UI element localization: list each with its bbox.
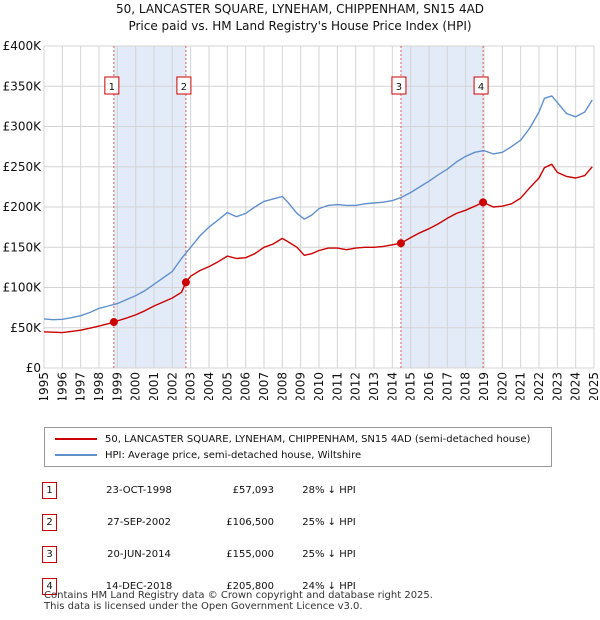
x-tick-label: 2006 xyxy=(239,372,253,400)
y-tick-label: £50K xyxy=(10,321,42,335)
property-series-line xyxy=(43,163,593,334)
y-tick-label: £300K xyxy=(3,120,43,134)
y-tick-label: £0 xyxy=(26,361,41,375)
sale-price: £106,500 xyxy=(226,516,274,528)
sale-number-badge: 3 xyxy=(42,545,57,563)
x-tick-label: 2015 xyxy=(404,372,418,400)
sale-label-number: 1 xyxy=(109,82,115,93)
x-tick-label: 2002 xyxy=(165,372,179,400)
sale-label-frame xyxy=(104,76,120,95)
x-tick-label: 2016 xyxy=(422,372,436,400)
legend-item-hpi: HPI: Average price, semi-detached house,… xyxy=(55,448,361,462)
chart-legend: 50, LANCASTER SQUARE, LYNEHAM, CHIPPENHA… xyxy=(44,427,552,467)
y-tick-label: £100K xyxy=(3,281,43,295)
x-tick-label: 2020 xyxy=(495,372,509,400)
x-tick-label: 2021 xyxy=(514,372,528,400)
sale-hpi-diff: 25% ↓ HPI xyxy=(302,548,356,560)
chart-title: 50, LANCASTER SQUARE, LYNEHAM, CHIPPENHA… xyxy=(115,2,485,16)
table-row: 1 23-OCT-1998 £57,093 28% ↓ HPI xyxy=(42,474,384,506)
sale-point xyxy=(396,239,405,248)
x-tick-label: 2013 xyxy=(367,372,381,400)
x-tick-label: 2024 xyxy=(569,372,583,400)
sales-table: 1 23-OCT-1998 £57,093 28% ↓ HPI 2 27-SEP… xyxy=(42,474,384,602)
sale-number-badge: 1 xyxy=(42,481,57,499)
sale-number-badge: 4 xyxy=(42,577,57,595)
legend-item-property: 50, LANCASTER SQUARE, LYNEHAM, CHIPPENHA… xyxy=(55,432,530,446)
chart-subtitle: Price paid vs. HM Land Registry's House … xyxy=(128,19,472,33)
table-row: 4 14-DEC-2018 £205,800 24% ↓ HPI xyxy=(42,570,384,602)
price-chart: 1 2 3 4 £0 £50K £100K £150K £200K £250K £300K £350… xyxy=(3,39,600,400)
x-tick-label: 1995 xyxy=(37,372,51,400)
x-tick-label: 1997 xyxy=(74,372,88,400)
x-tick-label: 2011 xyxy=(330,372,344,400)
y-tick-label: £350K xyxy=(3,79,43,93)
sale-date: 23-OCT-1998 xyxy=(106,484,172,496)
x-tick-label: 2008 xyxy=(275,372,289,400)
x-tick-label: 2018 xyxy=(459,372,473,400)
sale-price: £205,800 xyxy=(226,580,274,592)
sale-label-box: 4 xyxy=(473,76,489,95)
sale-label-frame xyxy=(473,76,489,95)
sale-point xyxy=(109,318,118,327)
sale-price: £155,000 xyxy=(226,548,274,560)
sale-date: 14-DEC-2018 xyxy=(105,580,173,592)
y-tick-label: £200K xyxy=(3,200,43,214)
legend-label-hpi: HPI: Average price, semi-detached house,… xyxy=(105,449,362,461)
x-tick-label: 2025 xyxy=(587,372,600,400)
sale-label-number: 2 xyxy=(181,82,187,93)
sale-label-box: 2 xyxy=(176,76,192,95)
sale-hpi-diff: 25% ↓ HPI xyxy=(302,516,356,528)
x-tick-label: 2010 xyxy=(312,372,326,400)
y-tick-label: £400K xyxy=(3,39,43,53)
sale-label-number: 3 xyxy=(396,82,402,93)
x-tick-label: 2009 xyxy=(294,372,308,400)
y-tick-label: £250K xyxy=(3,160,43,174)
x-tick-label: 2005 xyxy=(220,372,234,400)
x-tick-label: 2000 xyxy=(129,372,143,400)
sale-number-badge: 2 xyxy=(42,513,57,531)
x-tick-label: 2017 xyxy=(440,372,454,400)
x-tick-label: 2007 xyxy=(257,372,271,400)
sale-label-number: 4 xyxy=(478,82,484,93)
sale-label-box: 3 xyxy=(391,76,407,95)
legend-swatch-hpi xyxy=(55,454,97,456)
x-tick-label: 2014 xyxy=(385,372,399,400)
x-tick-label: 2022 xyxy=(532,372,546,400)
sale-hpi-diff: 28% ↓ HPI xyxy=(302,484,356,496)
table-row: 3 20-JUN-2014 £155,000 25% ↓ HPI xyxy=(42,538,384,570)
sale-label-frame xyxy=(391,76,407,95)
footer-line-copyright: Contains HM Land Registry data © Crown c… xyxy=(44,590,433,601)
x-tick-label: 2023 xyxy=(550,372,564,400)
hpi-series-line xyxy=(43,95,593,321)
sale-hpi-diff: 24% ↓ HPI xyxy=(302,580,356,592)
x-tick-label: 1998 xyxy=(92,372,106,400)
sale-label-box: 1 xyxy=(104,76,120,95)
table-row: 2 27-SEP-2002 £106,500 25% ↓ HPI xyxy=(42,506,384,538)
footer-attribution: Contains HM Land Registry data © Crown c… xyxy=(44,590,433,612)
x-tick-label: 1996 xyxy=(55,372,69,400)
legend-label-property: 50, LANCASTER SQUARE, LYNEHAM, CHIPPENHA… xyxy=(105,433,531,445)
sale-date: 20-JUN-2014 xyxy=(107,548,171,560)
x-tick-label: 2012 xyxy=(349,372,363,400)
y-tick-label: £150K xyxy=(3,240,43,254)
sale-price: £57,093 xyxy=(232,484,274,496)
x-tick-label: 2019 xyxy=(477,372,491,400)
sale-label-frame xyxy=(176,76,192,95)
sale-point xyxy=(181,278,190,287)
legend-swatch-property xyxy=(55,438,97,440)
x-tick-label: 2004 xyxy=(202,372,216,400)
x-tick-label: 2003 xyxy=(184,372,198,400)
x-tick-label: 2001 xyxy=(147,372,161,400)
footer-line-licence: This data is licensed under the Open Gov… xyxy=(44,601,363,612)
x-tick-label: 1999 xyxy=(110,372,124,400)
sale-point xyxy=(479,198,488,207)
sale-date: 27-SEP-2002 xyxy=(107,516,171,528)
